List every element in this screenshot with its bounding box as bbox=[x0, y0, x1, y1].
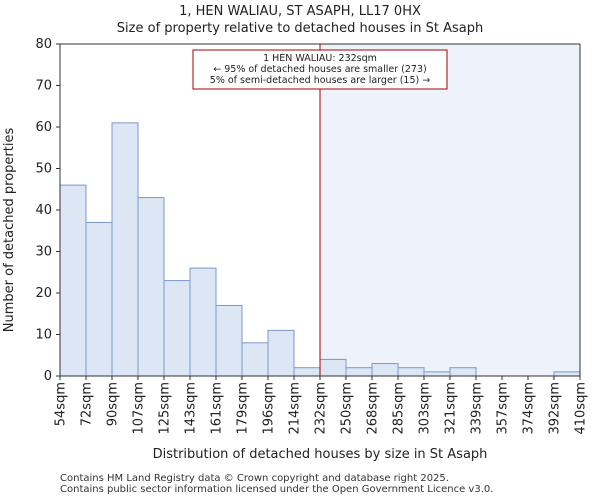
x-tick-label: 143sqm bbox=[184, 382, 199, 435]
x-tick-label: 161sqm bbox=[210, 382, 225, 435]
bar bbox=[319, 358, 347, 377]
footer: Contains HM Land Registry data © Crown c… bbox=[60, 473, 493, 495]
histogram-chart: 1, HEN WALIAU, ST ASAPH, LL17 0HX Size o… bbox=[2, 4, 589, 462]
bar bbox=[163, 280, 191, 377]
x-tick-label: 392sqm bbox=[548, 382, 563, 435]
bar bbox=[553, 371, 581, 377]
y-tick-label: 50 bbox=[35, 162, 52, 177]
x-tick-label: 90sqm bbox=[106, 382, 121, 426]
annotation-box: 1 HEN WALIAU: 232sqm ← 95% of detached h… bbox=[192, 49, 448, 90]
bar bbox=[111, 122, 139, 377]
y-tick-label: 40 bbox=[35, 203, 52, 218]
bar bbox=[215, 304, 243, 377]
bar bbox=[241, 342, 269, 377]
x-tick-label: 303sqm bbox=[418, 382, 433, 435]
x-tick-label: 196sqm bbox=[262, 382, 277, 435]
bar bbox=[85, 221, 113, 377]
chart-title-line1: 1, HEN WALIAU, ST ASAPH, LL17 0HX bbox=[179, 4, 421, 19]
y-tick-label: 10 bbox=[35, 328, 52, 343]
y-axis-label: Number of detached properties bbox=[2, 128, 17, 333]
y-tick-label: 20 bbox=[35, 286, 52, 301]
x-axis-label: Distribution of detached houses by size … bbox=[153, 447, 488, 462]
x-tick-label: 72sqm bbox=[80, 382, 95, 426]
y-tick-label: 60 bbox=[35, 120, 52, 135]
footer-line1: Contains HM Land Registry data © Crown c… bbox=[60, 473, 449, 484]
annotation-line2: ← 95% of detached houses are smaller (27… bbox=[213, 64, 426, 75]
bar bbox=[345, 367, 373, 377]
x-tick-label: 214sqm bbox=[288, 382, 303, 435]
bar bbox=[267, 329, 295, 377]
bar bbox=[189, 267, 217, 377]
bar bbox=[137, 197, 165, 377]
x-tick-label: 357sqm bbox=[496, 382, 511, 435]
y-tick-label: 0 bbox=[44, 369, 52, 384]
x-tick-label: 374sqm bbox=[522, 382, 537, 435]
y-tick-label: 30 bbox=[35, 245, 52, 260]
x-tick-label: 107sqm bbox=[132, 382, 147, 435]
chart-title-line2: Size of property relative to detached ho… bbox=[117, 21, 483, 36]
footer-line2: Contains public sector information licen… bbox=[60, 484, 494, 495]
annotation-frame bbox=[192, 49, 448, 90]
y-tick-label: 70 bbox=[35, 79, 52, 94]
x-tick-label: 179sqm bbox=[236, 382, 251, 435]
y-tick-label: 80 bbox=[35, 37, 52, 52]
bar bbox=[371, 363, 399, 377]
x-tick-label: 232sqm bbox=[314, 382, 329, 435]
x-tick-label: 250sqm bbox=[340, 382, 355, 435]
annotation-line1: 1 HEN WALIAU: 232sqm bbox=[263, 53, 377, 64]
highlight-region bbox=[320, 44, 580, 376]
bar bbox=[59, 184, 87, 377]
bar bbox=[423, 371, 451, 377]
x-tick-label: 285sqm bbox=[392, 382, 407, 435]
bar bbox=[449, 367, 477, 377]
bar bbox=[397, 367, 425, 377]
x-tick-label: 339sqm bbox=[470, 382, 485, 435]
x-tick-label: 410sqm bbox=[574, 382, 589, 435]
x-tick-label: 321sqm bbox=[444, 382, 459, 435]
x-tick-label: 125sqm bbox=[158, 382, 173, 435]
x-tick-label: 54sqm bbox=[54, 382, 69, 426]
bar bbox=[293, 367, 321, 377]
x-tick-label: 268sqm bbox=[366, 382, 381, 435]
annotation-line3: 5% of semi-detached houses are larger (1… bbox=[210, 75, 430, 86]
